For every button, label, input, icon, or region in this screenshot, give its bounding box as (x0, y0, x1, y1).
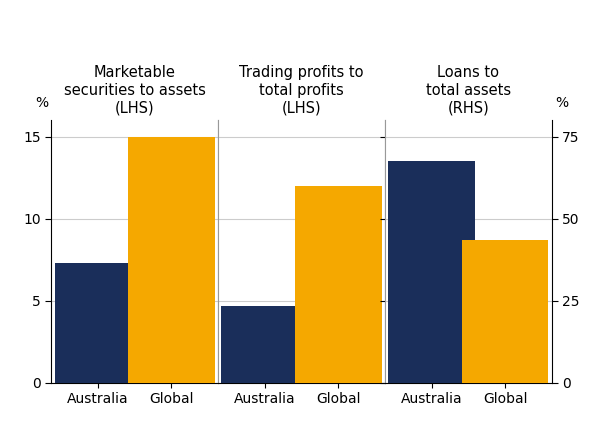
Bar (295, 186, 382, 383)
Text: %: % (555, 96, 568, 110)
Text: Trading profits to
total profits
(LHS): Trading profits to total profits (LHS) (239, 65, 364, 115)
Bar (221, 306, 308, 383)
Bar (462, 240, 548, 383)
Bar (388, 161, 475, 383)
Text: Marketable
securities to assets
(LHS): Marketable securities to assets (LHS) (64, 65, 206, 115)
Bar (55, 263, 141, 383)
Bar (128, 137, 215, 383)
Text: %: % (35, 96, 48, 110)
Text: Loans to
total assets
(RHS): Loans to total assets (RHS) (426, 65, 511, 115)
